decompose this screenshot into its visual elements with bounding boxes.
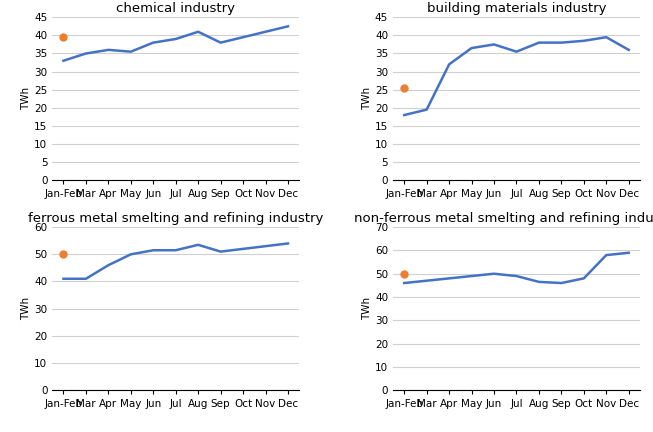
Y-axis label: TWh: TWh <box>362 87 372 110</box>
Title: ferrous metal smelting and refining industry: ferrous metal smelting and refining indu… <box>28 212 323 225</box>
Title: non-ferrous metal smelting and refining industry: non-ferrous metal smelting and refining … <box>354 212 653 225</box>
Title: building materials industry: building materials industry <box>426 2 606 15</box>
Y-axis label: TWh: TWh <box>22 87 31 110</box>
Legend: 2020, 2021: 2020, 2021 <box>441 238 592 257</box>
Y-axis label: TWh: TWh <box>22 297 31 320</box>
Y-axis label: TWh: TWh <box>362 297 372 320</box>
Title: chemical industry: chemical industry <box>116 2 235 15</box>
Legend: 2020, 2021: 2020, 2021 <box>101 238 251 257</box>
